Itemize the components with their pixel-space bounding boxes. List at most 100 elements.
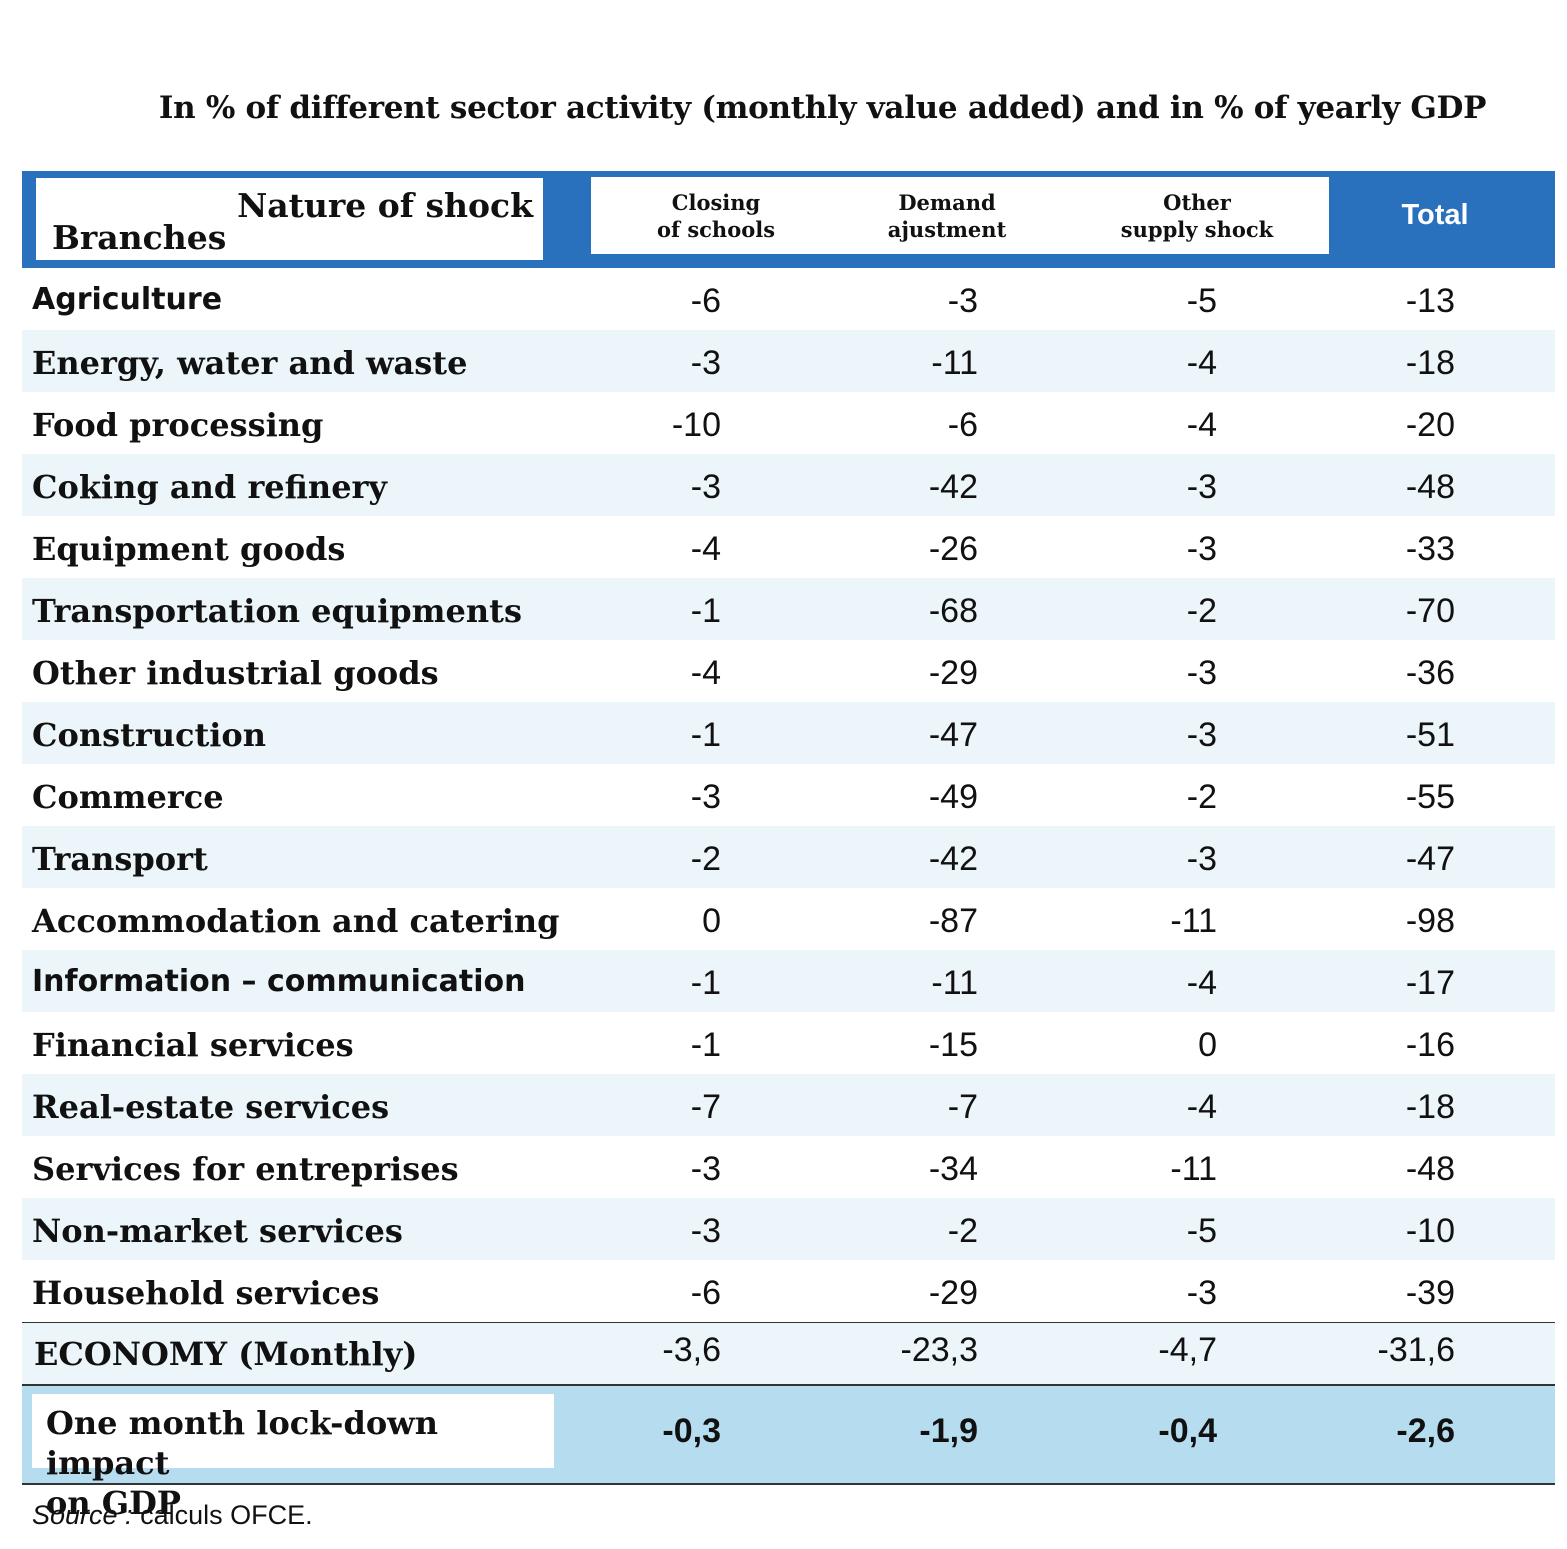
row-label: Transportation equipments <box>32 592 522 630</box>
cell-closing-schools: -7 <box>690 1088 721 1126</box>
cell-closing-schools: -1 <box>690 1026 721 1064</box>
cell-total: -31,6 <box>1377 1331 1456 1369</box>
cell-total: -13 <box>1405 282 1455 320</box>
cell-other-supply-shock: -3 <box>1186 530 1217 568</box>
table-row: Agriculture -6 -3 -5 -13 <box>22 268 1555 330</box>
cell-other-supply-shock: -2 <box>1186 592 1217 630</box>
nature-of-shock-heading: Nature of shock <box>237 186 533 225</box>
cell-closing-schools: -1 <box>690 592 721 630</box>
cell-demand-adjustment: -7 <box>947 1088 978 1126</box>
branches-heading: Branches <box>52 218 227 257</box>
cell-total: -39 <box>1405 1274 1455 1312</box>
cell-closing-schools: -3 <box>690 778 721 816</box>
cell-other-supply-shock: -4 <box>1186 964 1217 1002</box>
cell-total: -18 <box>1405 344 1455 382</box>
header-white-band <box>591 177 1329 254</box>
row-label: Accommodation and catering <box>32 902 560 940</box>
cell-other-supply-shock: -3 <box>1186 1274 1217 1312</box>
table-row: Equipment goods -4 -26 -3 -33 <box>22 516 1555 578</box>
cell-closing-schools: -1 <box>690 716 721 754</box>
cell-closing-schools: 0 <box>702 902 721 940</box>
cell-other-supply-shock: -5 <box>1186 1212 1217 1250</box>
cell-total: -20 <box>1405 406 1455 444</box>
cell-demand-adjustment: -2 <box>947 1212 978 1250</box>
cell-demand-adjustment: -49 <box>928 778 978 816</box>
cell-other-supply-shock: -11 <box>1170 902 1217 940</box>
cell-other-supply-shock: -3 <box>1186 716 1217 754</box>
row-label: Equipment goods <box>32 530 346 568</box>
cell-total: -2,6 <box>1396 1412 1455 1450</box>
row-label: Construction <box>32 716 267 754</box>
table-row: Food processing -10 -6 -4 -20 <box>22 392 1555 454</box>
cell-closing-schools: -6 <box>690 282 721 320</box>
cell-closing-schools: -0,3 <box>662 1412 721 1450</box>
cell-total: -55 <box>1405 778 1455 816</box>
source-note: Source : calculs OFCE. <box>32 1500 313 1530</box>
table-row: Energy, water and waste -3 -11 -4 -18 <box>22 330 1555 392</box>
cell-closing-schools: -3 <box>690 1212 721 1250</box>
row-label: Real-estate services <box>32 1088 390 1126</box>
row-label: Commerce <box>32 778 224 816</box>
cell-demand-adjustment: -87 <box>928 902 978 940</box>
cell-total: -51 <box>1405 716 1455 754</box>
table-body: Agriculture -6 -3 -5 -13 Energy, water and wa… <box>22 268 1555 1322</box>
row-label: Information – communication <box>32 964 526 999</box>
col-header-other-supply-shock: Other supply shock <box>1120 189 1274 242</box>
shock-impact-table: Nature of shock Branches Closing of scho… <box>22 171 1555 1522</box>
cell-demand-adjustment: -68 <box>928 592 978 630</box>
cell-demand-adjustment: -42 <box>928 468 978 506</box>
cell-other-supply-shock: -11 <box>1170 1150 1217 1188</box>
cell-demand-adjustment: -42 <box>928 840 978 878</box>
row-label: One month lock-down impact on GDP <box>46 1404 438 1522</box>
cell-total: -33 <box>1405 530 1455 568</box>
cell-closing-schools: -1 <box>690 964 721 1002</box>
row-label: Household services <box>32 1274 380 1312</box>
col-header-total: Total <box>1401 199 1469 231</box>
cell-other-supply-shock: -0,4 <box>1158 1412 1217 1450</box>
row-label: Energy, water and waste <box>32 344 468 382</box>
cell-demand-adjustment: -29 <box>928 1274 978 1312</box>
table-row: Commerce -3 -49 -2 -55 <box>22 764 1555 826</box>
row-label: Food processing <box>32 406 324 444</box>
col-header-closing-schools: Closing of schools <box>656 189 776 242</box>
cell-total: -47 <box>1405 840 1455 878</box>
cell-other-supply-shock: -4,7 <box>1158 1331 1217 1369</box>
cell-total: -48 <box>1405 1150 1455 1188</box>
table-row: Transport -2 -42 -3 -47 <box>22 826 1555 888</box>
cell-closing-schools: -3 <box>690 468 721 506</box>
cell-other-supply-shock: -3 <box>1186 654 1217 692</box>
cell-other-supply-shock: -2 <box>1186 778 1217 816</box>
cell-other-supply-shock: -5 <box>1186 282 1217 320</box>
cell-other-supply-shock: -4 <box>1186 1088 1217 1126</box>
cell-total: -98 <box>1405 902 1455 940</box>
table-row: Accommodation and catering 0 -87 -11 -98 <box>22 888 1555 950</box>
cell-closing-schools: -6 <box>690 1274 721 1312</box>
cell-total: -18 <box>1405 1088 1455 1126</box>
row-label: Financial services <box>32 1026 354 1064</box>
cell-demand-adjustment: -47 <box>928 716 978 754</box>
cell-total: -10 <box>1405 1212 1455 1250</box>
row-label: Agriculture <box>32 282 223 317</box>
col-header-demand-adjustment: Demand ajustment <box>887 189 1007 242</box>
cell-demand-adjustment: -23,3 <box>900 1331 979 1369</box>
cell-closing-schools: -3 <box>690 1150 721 1188</box>
cell-closing-schools: -4 <box>690 530 721 568</box>
table-row: Coking and refinery -3 -42 -3 -48 <box>22 454 1555 516</box>
cell-total: -16 <box>1405 1026 1455 1064</box>
cell-demand-adjustment: -29 <box>928 654 978 692</box>
cell-other-supply-shock: -4 <box>1186 406 1217 444</box>
cell-other-supply-shock: -4 <box>1186 344 1217 382</box>
table-row: Services for entreprises -3 -34 -11 -48 <box>22 1136 1555 1198</box>
row-label: Transport <box>32 840 208 878</box>
table-header: Nature of shock Branches Closing of scho… <box>22 171 1555 268</box>
cell-demand-adjustment: -26 <box>928 530 978 568</box>
cell-other-supply-shock: -3 <box>1186 468 1217 506</box>
cell-closing-schools: -2 <box>690 840 721 878</box>
table-row: Other industrial goods -4 -29 -3 -36 <box>22 640 1555 702</box>
table-row: Household services -6 -29 -3 -39 <box>22 1260 1555 1322</box>
header-corner-cell: Nature of shock Branches <box>36 178 543 260</box>
row-label: Other industrial goods <box>32 654 439 692</box>
row-label: Services for entreprises <box>32 1150 459 1188</box>
table-title: In % of different sector activity (month… <box>158 90 1487 126</box>
cell-closing-schools: -10 <box>671 406 721 444</box>
